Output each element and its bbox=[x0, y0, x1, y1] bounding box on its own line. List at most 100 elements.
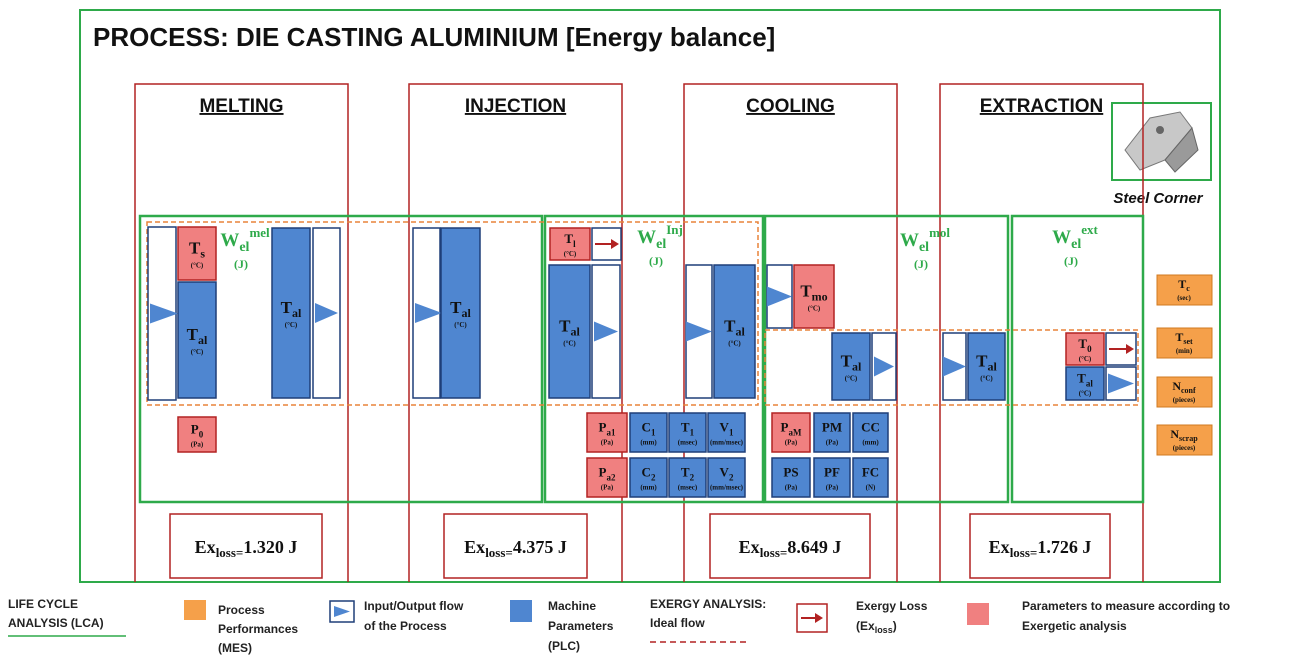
param-label: Tal bbox=[187, 325, 208, 347]
param-unit: (°C) bbox=[191, 348, 204, 356]
perf-label: Nscrap bbox=[1170, 427, 1198, 443]
param-unit: (N) bbox=[866, 484, 876, 492]
param-unit: (mm/msec) bbox=[710, 484, 744, 492]
machine-param bbox=[440, 227, 481, 399]
param-main: C bbox=[642, 420, 651, 435]
machine-param bbox=[713, 264, 756, 399]
param-unit: (°C) bbox=[285, 321, 298, 329]
param-label: Pa1 bbox=[599, 420, 616, 438]
param-unit: (msec) bbox=[678, 484, 698, 492]
legend-text: of the Process bbox=[364, 619, 447, 633]
stage-name: INJECTION bbox=[465, 96, 566, 117]
w-main: W bbox=[220, 230, 239, 251]
stage-frame bbox=[408, 83, 623, 582]
machine-param bbox=[548, 264, 591, 399]
param-main: T bbox=[450, 298, 462, 317]
loss-arrow-head bbox=[611, 239, 619, 249]
performance bbox=[1156, 274, 1213, 306]
param-main: P bbox=[599, 465, 607, 480]
legend-swatch bbox=[510, 600, 532, 622]
param-sub: al bbox=[736, 325, 746, 339]
w-label: Welmel bbox=[220, 225, 270, 255]
steel-corner-image bbox=[1124, 111, 1199, 173]
w-sup: mel bbox=[249, 225, 270, 240]
machine-param bbox=[831, 332, 871, 401]
param-unit: (°C) bbox=[845, 375, 858, 383]
param-label: PS bbox=[783, 465, 798, 480]
perf-sub: set bbox=[1183, 337, 1193, 346]
param-sub: al bbox=[571, 325, 581, 339]
param-sub: al bbox=[852, 360, 862, 374]
ideal-flow bbox=[146, 221, 759, 406]
legend-text: Ideal flow bbox=[650, 616, 705, 630]
machine-param bbox=[852, 457, 889, 498]
param-sub: 0 bbox=[1087, 344, 1092, 354]
param-label: Tal bbox=[1077, 371, 1093, 389]
stage-name: MELTING bbox=[199, 96, 283, 117]
param-main: P bbox=[781, 420, 789, 435]
param-main: PM bbox=[822, 420, 842, 435]
perf-main: T bbox=[1175, 330, 1183, 344]
measure-param bbox=[793, 264, 835, 329]
exloss-label: Exloss=1.726 J bbox=[989, 537, 1092, 560]
legend-text: Parameters to measure according to bbox=[1022, 599, 1230, 613]
legend-text: Exergy Loss bbox=[856, 599, 928, 613]
stage-name: COOLING bbox=[746, 96, 835, 117]
param-main: CC bbox=[861, 420, 880, 435]
exloss-box bbox=[969, 513, 1111, 579]
perf-main: N bbox=[1170, 427, 1179, 441]
param-main: FC bbox=[862, 465, 879, 480]
param-main: T bbox=[281, 298, 293, 317]
param-sub: mo bbox=[812, 290, 828, 304]
machine-param bbox=[771, 457, 811, 498]
exloss-value: 8.649 J bbox=[787, 537, 841, 557]
measure-param bbox=[1065, 332, 1105, 366]
param-sub: l bbox=[573, 239, 576, 249]
param-sub: 2 bbox=[690, 473, 695, 483]
w-sup: ext bbox=[1081, 222, 1098, 237]
param-sub: 1 bbox=[690, 428, 695, 438]
machine-param bbox=[1065, 366, 1105, 401]
machine-param bbox=[813, 412, 851, 453]
legend-swatch bbox=[967, 603, 989, 625]
w-sup: mol bbox=[929, 225, 950, 240]
perf-unit: (sec) bbox=[1177, 294, 1191, 302]
ideal-flow bbox=[764, 329, 1139, 406]
param-label: Ts bbox=[189, 239, 205, 261]
param-main: P bbox=[599, 420, 607, 435]
param-main: P bbox=[191, 422, 199, 437]
param-unit: (°C) bbox=[563, 340, 576, 348]
param-sub: a1 bbox=[606, 428, 616, 438]
param-main: T bbox=[681, 420, 690, 435]
w-main: W bbox=[900, 230, 919, 251]
machine-param bbox=[707, 457, 746, 498]
legend-main: (Ex bbox=[856, 619, 875, 633]
perf-label: Nconf bbox=[1172, 379, 1196, 395]
machine-param bbox=[629, 457, 668, 498]
legend-text: EXERGY ANALYSIS: bbox=[650, 597, 766, 611]
w-sup: Inj bbox=[666, 222, 683, 237]
w-label: WelInj bbox=[637, 222, 683, 252]
param-label: PF bbox=[824, 465, 840, 480]
param-sub: s bbox=[200, 247, 205, 261]
perf-sub: scrap bbox=[1179, 434, 1198, 443]
exloss-sub: loss= bbox=[1010, 545, 1038, 560]
exloss-main: Ex bbox=[464, 537, 485, 557]
param-label: Tal bbox=[559, 317, 580, 339]
exloss-value: 1.726 J bbox=[1037, 537, 1091, 557]
exloss-box bbox=[709, 513, 871, 579]
param-sub: 1 bbox=[651, 428, 656, 438]
exloss-sub: loss= bbox=[760, 545, 788, 560]
param-unit: (mm/msec) bbox=[710, 439, 744, 447]
machine-param bbox=[813, 457, 851, 498]
flow-arrow bbox=[767, 286, 792, 307]
measure-param bbox=[586, 457, 628, 498]
measure-param bbox=[586, 412, 628, 453]
param-label: Pa2 bbox=[599, 465, 616, 483]
param-label: Tal bbox=[976, 352, 997, 374]
loss-arrow-head bbox=[815, 613, 823, 623]
perf-unit: (pieces) bbox=[1173, 444, 1196, 452]
param-unit: (Pa) bbox=[785, 484, 798, 492]
w-unit: (J) bbox=[1064, 254, 1078, 268]
param-sub: a2 bbox=[606, 473, 616, 483]
